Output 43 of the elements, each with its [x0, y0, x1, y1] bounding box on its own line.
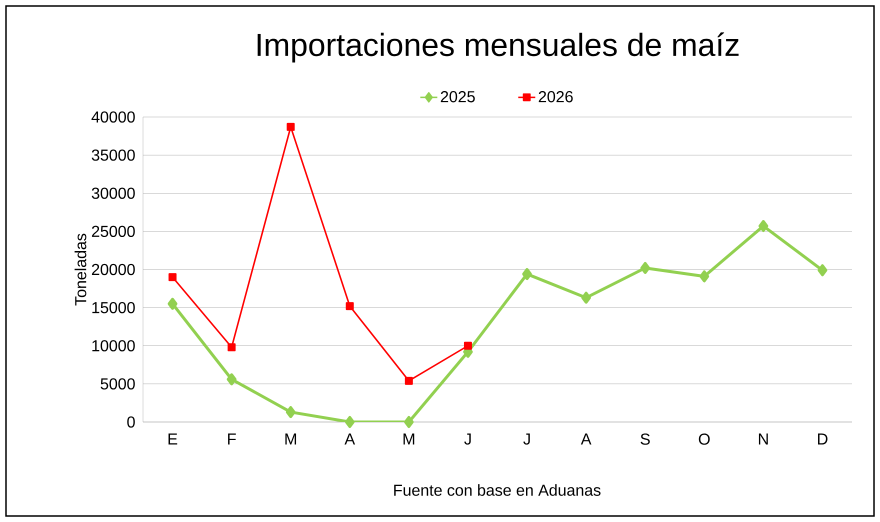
y-tick-label: 25000	[92, 226, 135, 238]
y-tick-label: 5000	[100, 378, 135, 390]
y-tick-label: 10000	[92, 340, 135, 352]
y-axis-title: Toneladas	[74, 234, 86, 306]
x-tick-label: A	[344, 434, 356, 444]
x-tick-label: F	[228, 434, 236, 444]
point	[286, 122, 295, 131]
point	[758, 220, 768, 232]
chart-title: Importaciones mensuales de maíz	[258, 32, 739, 62]
x-tick-label: N	[758, 434, 768, 444]
legend-label: 2025	[440, 91, 475, 102]
point	[168, 298, 178, 310]
x-tick-label: J	[464, 434, 471, 445]
source-note: Fuente con base en Aduanas	[394, 484, 601, 496]
point	[699, 270, 710, 282]
point	[640, 262, 650, 274]
legend-label: 2026	[538, 91, 573, 102]
point	[522, 268, 532, 280]
point	[818, 264, 828, 276]
point	[344, 416, 355, 428]
point	[228, 343, 236, 352]
point	[464, 342, 472, 350]
point	[404, 416, 414, 428]
y-tick-label: 20000	[92, 264, 135, 276]
x-tick-label: E	[168, 434, 178, 444]
point	[168, 273, 177, 282]
x-tick-label: A	[580, 434, 592, 444]
x-tick-label: D	[818, 434, 828, 444]
x-tick-label: M	[404, 434, 414, 444]
point	[286, 406, 296, 418]
point	[226, 373, 236, 386]
y-tick-label: 35000	[92, 149, 135, 161]
y-tick-label: 30000	[92, 188, 135, 199]
point	[581, 292, 592, 304]
y-tick-label: 15000	[92, 302, 135, 314]
point	[404, 376, 413, 385]
y-tick-label: 0	[127, 416, 135, 428]
x-tick-label: S	[640, 434, 650, 445]
x-tick-label: J	[523, 434, 530, 445]
x-tick-label: O	[698, 434, 710, 445]
y-tick-label: 40000	[92, 111, 135, 123]
point	[346, 302, 354, 310]
x-tick-label: M	[285, 434, 296, 444]
